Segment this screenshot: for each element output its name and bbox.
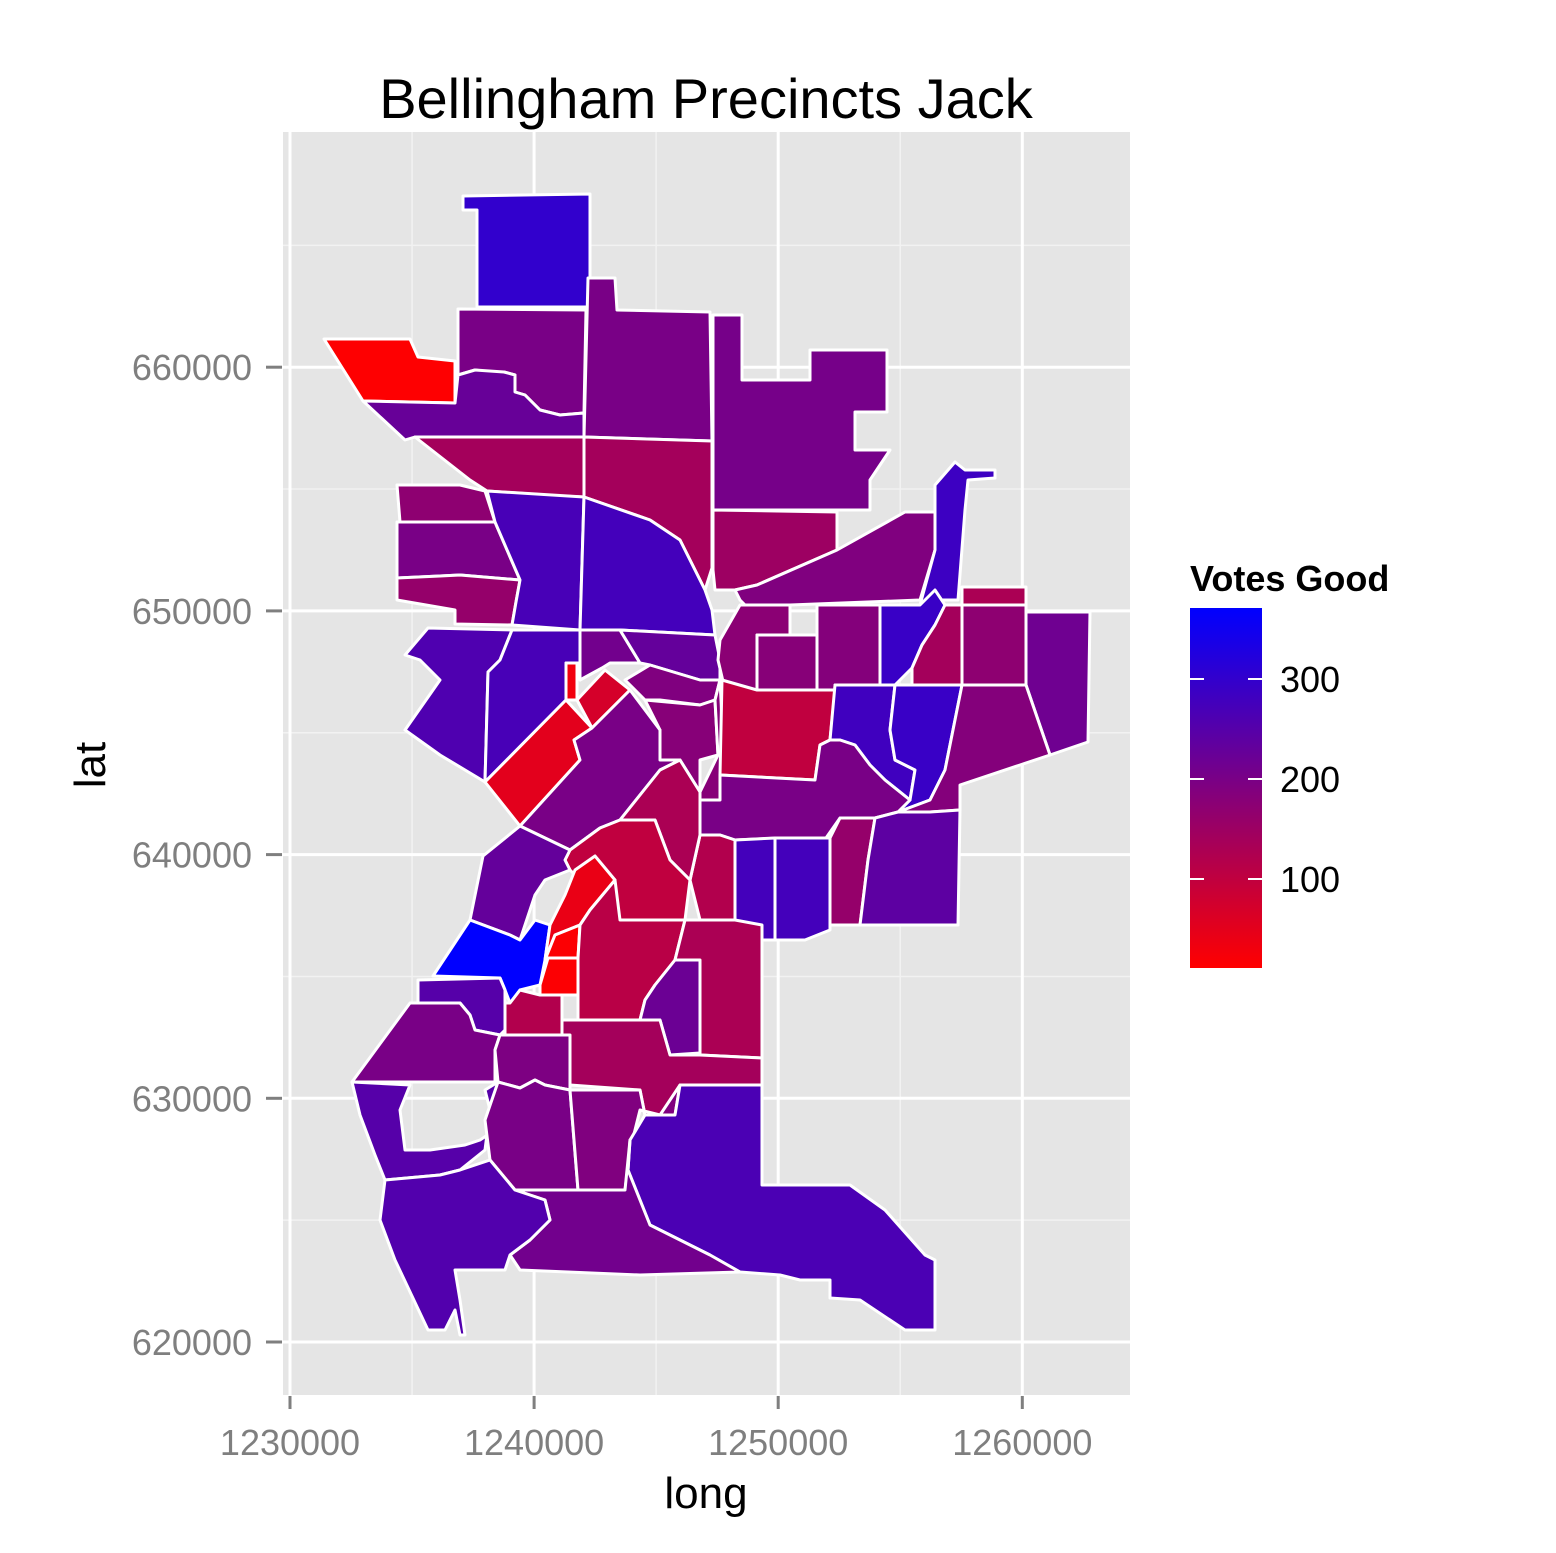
y-tick-label: 660000 xyxy=(132,347,252,388)
precinct-e-4 xyxy=(1024,610,1092,757)
x-tick-label: 1230000 xyxy=(220,1422,360,1463)
precinct-sw-big xyxy=(378,1158,552,1337)
x-axis: 1230000 1240000 1250000 1260000 xyxy=(220,1396,1092,1463)
precinct-pink-2 xyxy=(755,633,819,692)
precinct-north-top xyxy=(461,192,592,309)
precinct-north-5 xyxy=(711,313,892,512)
y-tick-label: 630000 xyxy=(132,1078,252,1119)
chart-title: Bellingham Precincts Jack xyxy=(379,67,1034,130)
x-tick-label: 1250000 xyxy=(708,1422,848,1463)
precinct-ne-finger xyxy=(918,460,997,607)
legend: Votes Good 100 200 300 xyxy=(1190,558,1389,968)
y-axis: 620000 630000 640000 650000 660000 xyxy=(132,347,282,1363)
precinct-w-1 xyxy=(395,483,497,524)
x-tick-label: 1260000 xyxy=(952,1422,1092,1463)
precinct-e-purple-big xyxy=(858,808,962,927)
legend-tick-label: 300 xyxy=(1280,659,1340,700)
precinct-red-bright-3 xyxy=(538,956,580,997)
precinct-red-small-c xyxy=(503,988,564,1037)
precinct-e-3 xyxy=(960,603,1028,687)
y-tick-label: 620000 xyxy=(132,1322,252,1363)
x-tick-label: 1240000 xyxy=(464,1422,604,1463)
precinct-tall-purple-2 xyxy=(773,836,832,942)
precinct-red-sliver xyxy=(564,661,579,702)
precinct-sw-1 xyxy=(350,1001,502,1084)
y-tick-label: 650000 xyxy=(132,591,252,632)
legend-tick-label: 100 xyxy=(1280,859,1340,900)
precinct-pink-3 xyxy=(815,603,882,692)
legend-tick-label: 200 xyxy=(1280,759,1340,800)
legend-title: Votes Good xyxy=(1190,558,1389,599)
legend-colorbar xyxy=(1190,608,1262,968)
precinct-e-red-small xyxy=(960,585,1028,607)
legend-ticks: 100 200 300 xyxy=(1190,659,1340,900)
y-tick-label: 640000 xyxy=(132,835,252,876)
precinct-layer xyxy=(322,192,1092,1337)
precinct-sw-3 xyxy=(350,1080,500,1182)
x-axis-title: long xyxy=(664,1469,747,1518)
y-axis-title: lat xyxy=(66,742,115,788)
